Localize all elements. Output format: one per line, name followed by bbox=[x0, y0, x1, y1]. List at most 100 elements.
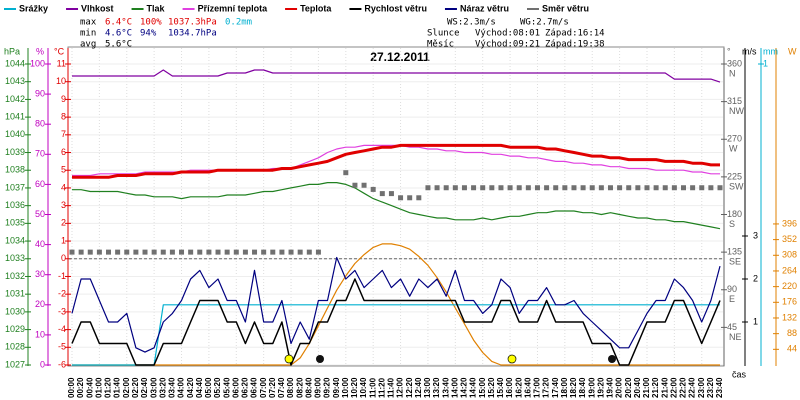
y-tick-label: 4 bbox=[61, 182, 66, 192]
axis-label: % bbox=[36, 46, 44, 56]
direction-point bbox=[69, 249, 75, 255]
direction-point bbox=[133, 249, 139, 255]
x-axis-label: čas bbox=[732, 369, 747, 379]
x-tick-label: 20:00 bbox=[615, 377, 624, 398]
y-tick-label: 220 bbox=[782, 281, 797, 291]
direction-point bbox=[297, 249, 303, 255]
series-line bbox=[72, 304, 720, 366]
y-tick-label: 6 bbox=[61, 147, 66, 157]
x-tick-label: 05:40 bbox=[222, 377, 231, 398]
y-tick-label: 396 bbox=[782, 218, 797, 228]
y-tick-label: 100 bbox=[30, 58, 45, 68]
y-tick-label: 88 bbox=[787, 328, 797, 338]
stat: 0.2mm bbox=[225, 18, 252, 28]
direction-point bbox=[188, 249, 194, 255]
direction-point bbox=[206, 249, 212, 255]
direction-point bbox=[461, 185, 467, 191]
direction-point bbox=[361, 182, 367, 188]
direction-point bbox=[416, 195, 422, 201]
series-line bbox=[72, 182, 721, 230]
sun-rise: Východ:08:01 bbox=[475, 29, 540, 39]
y-tick-label: 5 bbox=[61, 165, 66, 175]
y-tick-name: W bbox=[729, 144, 738, 154]
stat-label: max bbox=[80, 18, 97, 28]
x-tick-label: 03:20 bbox=[158, 377, 167, 398]
x-tick-label: 22:40 bbox=[688, 377, 697, 398]
y-tick-name: NW bbox=[729, 106, 744, 116]
plot bbox=[25, 48, 779, 366]
direction-point bbox=[662, 185, 668, 191]
x-tick-label: 18:40 bbox=[578, 377, 587, 398]
legend-label: Vlhkost bbox=[81, 3, 114, 13]
x-tick-label: 10:00 bbox=[341, 377, 350, 398]
x-tick-label: 04:20 bbox=[186, 377, 195, 398]
wind-stat: WG:2.7m/s bbox=[520, 18, 569, 28]
y-tick-name: N bbox=[729, 68, 736, 78]
x-tick-label: 06:20 bbox=[241, 377, 250, 398]
direction-point bbox=[671, 185, 677, 191]
y-tick-label: 352 bbox=[782, 234, 797, 244]
x-tick-label: 04:40 bbox=[195, 377, 204, 398]
x-tick-label: 13:20 bbox=[432, 377, 441, 398]
moonrise-icon bbox=[316, 355, 324, 363]
y-tick-label: 308 bbox=[782, 250, 797, 260]
stat: 1037.3hPa bbox=[168, 18, 217, 28]
stat: 5.6°C bbox=[105, 40, 132, 50]
direction-point bbox=[270, 249, 276, 255]
legend-label: Náraz větru bbox=[460, 3, 509, 13]
y-tick-label: 90 bbox=[35, 88, 45, 98]
direction-point bbox=[179, 249, 185, 255]
y-tick-label: 1034 bbox=[5, 235, 25, 245]
legend-label: Teplota bbox=[300, 3, 332, 13]
y-tick-label: 1036 bbox=[5, 200, 25, 210]
x-tick-label: 01:40 bbox=[113, 377, 122, 398]
x-tick-label: 11:00 bbox=[368, 377, 377, 398]
direction-point bbox=[589, 185, 595, 191]
direction-point bbox=[498, 185, 504, 191]
x-tick-label: 03:40 bbox=[168, 377, 177, 398]
x-tick-label: 21:00 bbox=[642, 377, 651, 398]
direction-point bbox=[343, 170, 349, 176]
x-tick-label: 00:00 bbox=[67, 377, 76, 398]
x-tick-label: 04:00 bbox=[177, 377, 186, 398]
direction-point bbox=[288, 249, 294, 255]
axis-label: ° bbox=[727, 46, 731, 56]
y-tick-name: S bbox=[729, 219, 735, 229]
x-tick-label: 08:20 bbox=[295, 377, 304, 398]
direction-point bbox=[434, 185, 440, 191]
x-tick-label: 15:40 bbox=[496, 377, 505, 398]
x-tick-label: 18:20 bbox=[569, 377, 578, 398]
y-tick-label: 1038 bbox=[5, 165, 25, 175]
y-tick-label: 1028 bbox=[5, 342, 25, 352]
x-tick-label: 16:40 bbox=[523, 377, 532, 398]
moon-rise: Východ:09:21 bbox=[475, 40, 540, 50]
x-tick-label: 15:00 bbox=[478, 377, 487, 398]
direction-point bbox=[78, 249, 84, 255]
y-tick-label: 225 bbox=[727, 171, 742, 181]
y-tick-label: 1042 bbox=[5, 94, 25, 104]
stat-label: avg bbox=[80, 40, 96, 50]
y-tick-label: 9 bbox=[61, 94, 66, 104]
series-line bbox=[72, 243, 720, 366]
y-tick-label: 7 bbox=[61, 129, 66, 139]
y-tick-label: -3 bbox=[58, 306, 66, 316]
sun-set: Západ:16:14 bbox=[545, 29, 605, 39]
y-tick-label: 1035 bbox=[5, 218, 25, 228]
y-tick-label: 1043 bbox=[5, 76, 25, 86]
direction-point bbox=[480, 185, 486, 191]
direction-point bbox=[115, 249, 121, 255]
y-tick-label: 0 bbox=[61, 253, 66, 263]
direction-point bbox=[507, 185, 513, 191]
y-tick-label: 2 bbox=[61, 218, 66, 228]
x-tick-label: 07:40 bbox=[277, 377, 286, 398]
x-tick-label: 19:40 bbox=[606, 377, 615, 398]
y-tick-label: 20 bbox=[35, 299, 45, 309]
direction-point bbox=[598, 185, 604, 191]
y-tick-label: 40 bbox=[35, 239, 45, 249]
y-tick-label: 1039 bbox=[5, 147, 25, 157]
x-tick-label: 10:20 bbox=[350, 377, 359, 398]
y-tick-label: 45 bbox=[727, 322, 737, 332]
direction-point bbox=[607, 185, 613, 191]
moon-label: Měsíc bbox=[427, 40, 454, 50]
